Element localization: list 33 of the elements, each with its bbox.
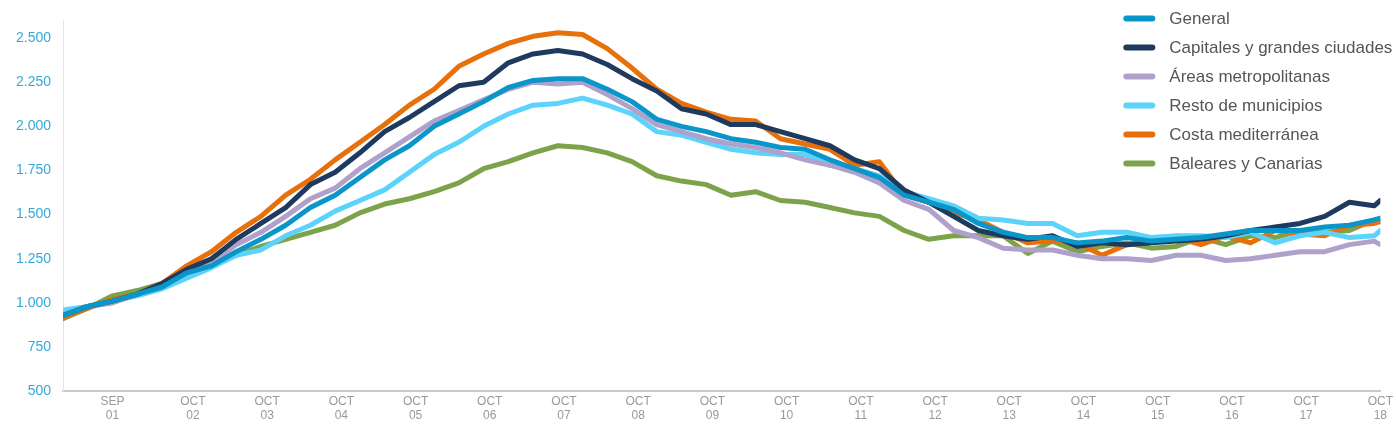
x-tick-label: OCT 18 [1367, 393, 1394, 423]
y-tick-label: 1.250 [15, 249, 52, 266]
x-tick-label: OCT 13 [996, 393, 1023, 423]
x-tick-label: OCT 06 [477, 393, 504, 423]
y-tick-label: 1.750 [15, 161, 52, 178]
x-tick-label: OCT 17 [1293, 393, 1320, 423]
x-tick-label: OCT 09 [699, 393, 726, 423]
y-tick-label: 2.000 [15, 117, 52, 134]
legend-label: Áreas metropolitanas [1169, 67, 1330, 87]
x-tick-label: OCT 12 [922, 393, 949, 423]
y-tick-label: 750 [27, 337, 52, 354]
x-tick-label: OCT 05 [402, 393, 429, 423]
x-tick-label: OCT 04 [328, 393, 355, 423]
x-tick-label: OCT 15 [1145, 393, 1172, 423]
y-tick-label: 1.500 [15, 205, 52, 222]
legend-label: Costa mediterránea [1169, 125, 1320, 145]
x-tick-label: OCT 11 [848, 393, 875, 423]
y-tick-label: 2.500 [15, 28, 52, 45]
x-tick-label: OCT 14 [1070, 393, 1097, 423]
x-tick-label: SEP 01 [100, 393, 125, 423]
x-tick-label: OCT 02 [180, 393, 207, 423]
y-tick-label: 1.000 [15, 293, 52, 310]
y-tick-label: 2.250 [15, 73, 52, 90]
legend-label: Resto de municipios [1169, 96, 1323, 116]
x-tick-label: OCT 03 [254, 393, 281, 423]
legend-label: Baleares y Canarias [1169, 154, 1323, 174]
legend-label: Capitales y grandes ciudades [1169, 38, 1393, 58]
x-tick-label: OCT 10 [773, 393, 800, 423]
legend-label: General [1169, 9, 1230, 29]
x-tick-label: OCT 08 [625, 393, 652, 423]
x-tick-label: OCT 16 [1219, 393, 1246, 423]
y-tick-label: 500 [27, 382, 52, 399]
x-tick-label: OCT 07 [551, 393, 578, 423]
